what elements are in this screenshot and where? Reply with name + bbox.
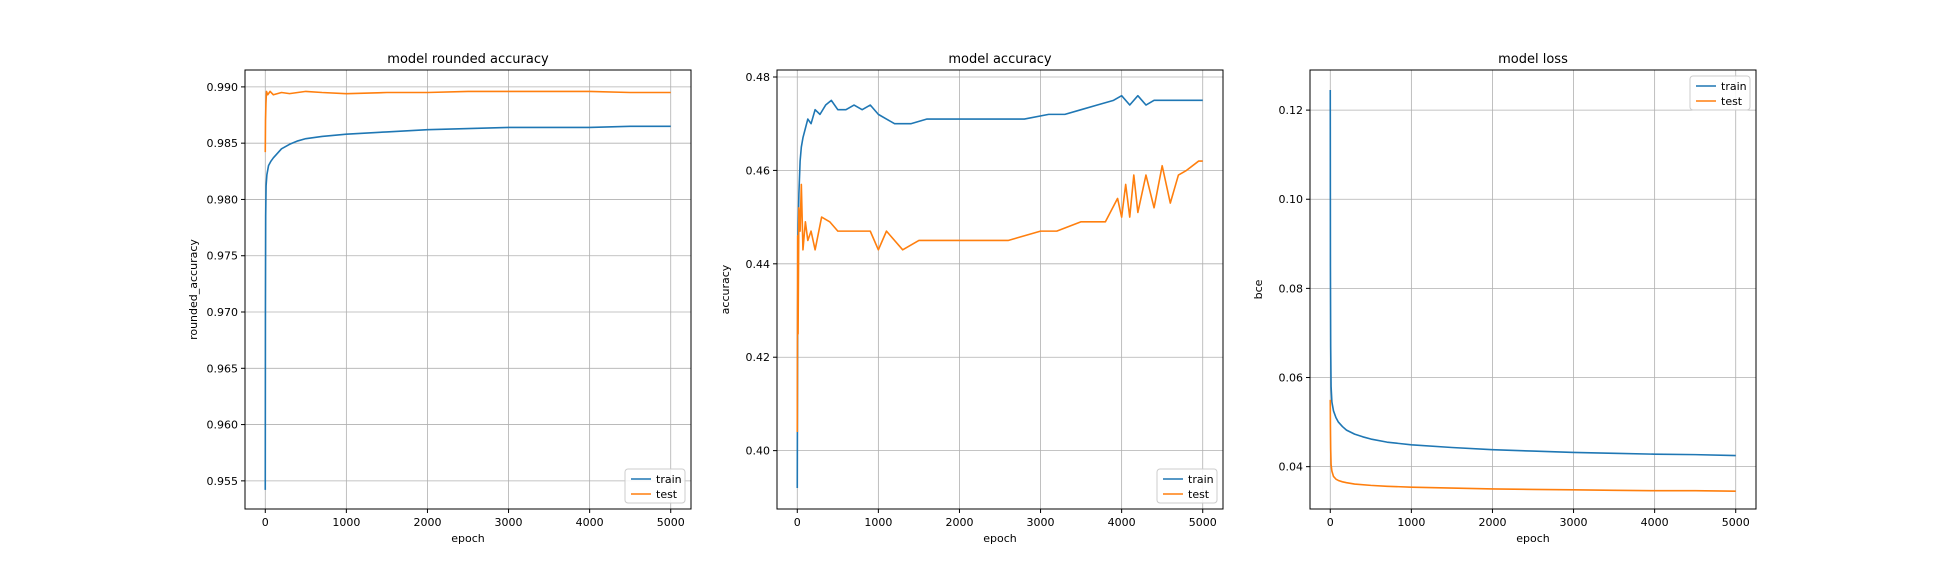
- chart-title: model loss: [1498, 52, 1568, 67]
- chart-panel-1: 0 1000 2000 3000 4000 5000 0.955 0.960 0.965 0.97…: [187, 52, 692, 545]
- chart-title: model accuracy: [948, 52, 1052, 67]
- legend: train test: [1156, 468, 1218, 504]
- y-tick-label: 0.04: [1279, 461, 1304, 474]
- y-tick-label: 0.12: [1279, 104, 1304, 117]
- x-tick-label: 3000: [1560, 516, 1588, 529]
- axes-frame: [244, 69, 692, 510]
- y-tick-label: 0.08: [1279, 282, 1304, 295]
- y-tick-label: 0.980: [207, 193, 239, 206]
- x-tick-label: 0: [1327, 516, 1334, 529]
- legend: train test: [1689, 75, 1751, 111]
- legend-label-train: train: [1188, 473, 1214, 486]
- series-line-train: [796, 94, 1203, 488]
- x-tick-label: 2000: [1478, 516, 1506, 529]
- y-tick-label: 0.42: [746, 351, 771, 364]
- y-tick-label: 0.955: [207, 475, 239, 488]
- y-tick-label: 0.975: [207, 250, 239, 263]
- x-tick-label: 1000: [864, 516, 892, 529]
- y-tick-label: 0.965: [207, 362, 239, 375]
- legend: train test: [624, 468, 686, 504]
- y-tick-label: 0.06: [1279, 372, 1304, 385]
- y-axis-label: rounded_accuracy: [187, 239, 200, 340]
- chart-panel-3: 0 1000 2000 3000 4000 5000 0.04 0.06 0.08 0.10 0.1…: [1252, 52, 1757, 545]
- x-tick-label: 3000: [1027, 516, 1055, 529]
- series-line-train: [264, 125, 671, 490]
- y-tick-label: 0.990: [207, 81, 239, 94]
- y-tick-label: 0.970: [207, 306, 239, 319]
- legend-label-test: test: [1188, 488, 1210, 501]
- x-axis-label: epoch: [983, 532, 1017, 545]
- axes-frame: [1309, 69, 1757, 510]
- y-tick-label: 0.960: [207, 419, 239, 432]
- x-tick-label: 2000: [945, 516, 973, 529]
- legend-label-test: test: [1721, 95, 1743, 108]
- x-tick-label: 5000: [1189, 516, 1217, 529]
- y-tick-label: 0.10: [1279, 193, 1304, 206]
- chart-title: model rounded accuracy: [387, 52, 549, 67]
- legend-label-train: train: [1721, 80, 1747, 93]
- y-tick-label: 0.46: [746, 164, 771, 177]
- x-tick-label: 4000: [1108, 516, 1136, 529]
- legend-label-test: test: [656, 488, 678, 501]
- x-tick-label: 4000: [1641, 516, 1669, 529]
- legend-label-train: train: [656, 473, 682, 486]
- x-tick-label: 1000: [332, 516, 360, 529]
- series-line-test: [264, 90, 671, 153]
- y-tick-label: 0.985: [207, 137, 239, 150]
- axes-frame: [776, 69, 1224, 510]
- x-axis-label: epoch: [451, 532, 485, 545]
- series-line-test: [1329, 399, 1736, 492]
- y-tick-label: 0.40: [746, 445, 771, 458]
- chart-panel-2: 0 1000 2000 3000 4000 5000 0.40 0.42 0.44 0.46 0.4…: [719, 52, 1224, 545]
- x-axis-label: epoch: [1516, 532, 1550, 545]
- x-tick-label: 5000: [1722, 516, 1750, 529]
- x-tick-label: 4000: [576, 516, 604, 529]
- x-tick-label: 5000: [657, 516, 685, 529]
- x-tick-label: 0: [262, 516, 269, 529]
- y-axis-label: bce: [1252, 279, 1265, 299]
- series-line-test: [796, 160, 1203, 432]
- x-tick-label: 3000: [495, 516, 523, 529]
- x-tick-label: 2000: [413, 516, 441, 529]
- y-axis-label: accuracy: [719, 264, 732, 314]
- y-tick-label: 0.44: [746, 258, 771, 271]
- y-tick-label: 0.48: [746, 71, 771, 84]
- x-tick-label: 0: [794, 516, 801, 529]
- x-tick-label: 1000: [1397, 516, 1425, 529]
- series-line-train: [1329, 90, 1736, 457]
